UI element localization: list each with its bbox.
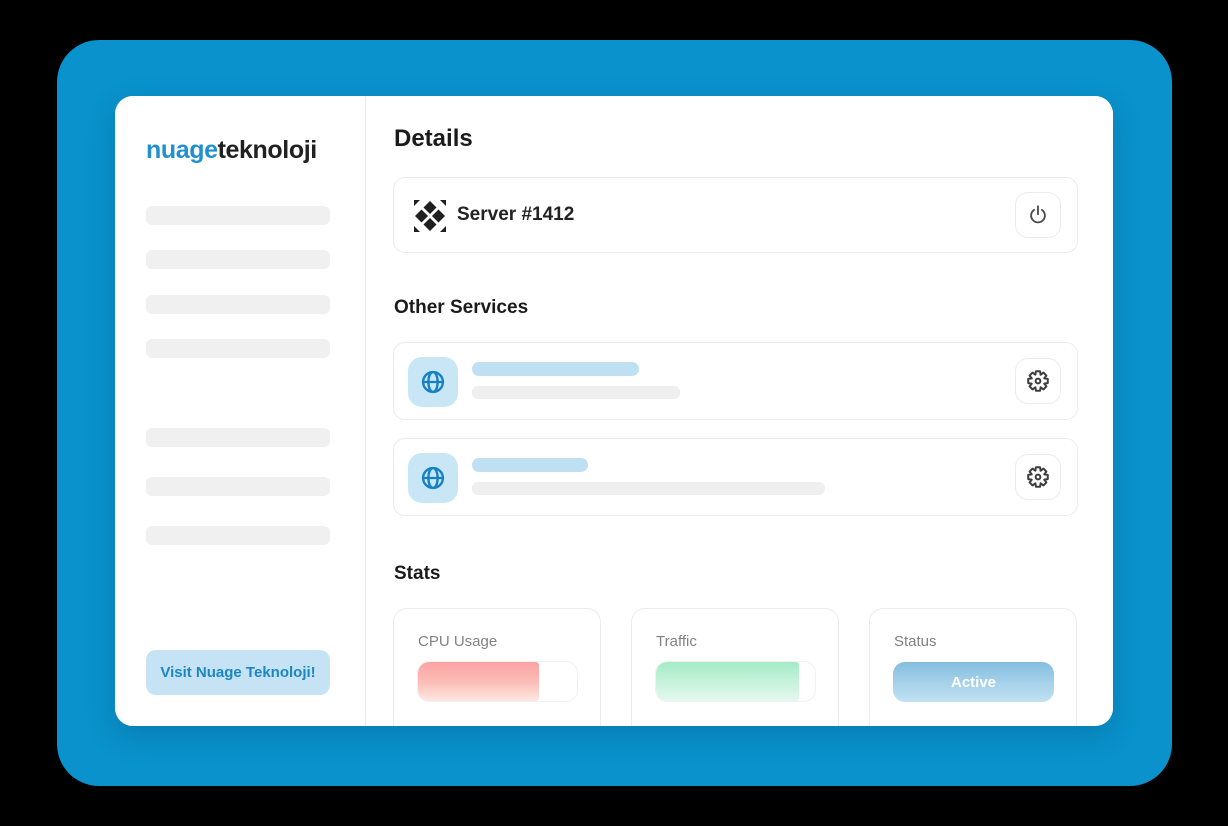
service-icon-box xyxy=(408,357,458,407)
stats-heading: Stats xyxy=(394,563,441,584)
logo-part-2: teknoloji xyxy=(217,136,318,164)
sidebar-skeleton-bar xyxy=(146,206,330,225)
stat-label: Traffic xyxy=(656,633,697,650)
traffic-fill xyxy=(656,662,800,701)
stats-row: CPU Usage Traffic Status Active xyxy=(393,608,1077,726)
cpu-usage-progressbar xyxy=(417,661,578,702)
service-settings-button[interactable] xyxy=(1015,454,1061,500)
app-window: nuageteknoloji Visit Nuage Teknoloji! De… xyxy=(57,40,1172,786)
service-settings-button[interactable] xyxy=(1015,358,1061,404)
stat-card-traffic: Traffic xyxy=(631,608,839,726)
cpu-usage-fill xyxy=(418,662,539,701)
gear-icon xyxy=(1026,465,1050,489)
globe-icon xyxy=(419,368,447,396)
gear-icon xyxy=(1026,369,1050,393)
service-subtitle-skeleton xyxy=(472,482,825,495)
sidebar-skeleton-bar xyxy=(146,295,330,314)
visit-site-button[interactable]: Visit Nuage Teknoloji! xyxy=(146,650,330,695)
power-icon xyxy=(1027,204,1049,226)
logo-part-1: nuage xyxy=(146,136,218,164)
server-card: Server #1412 xyxy=(393,177,1078,253)
sidebar-skeleton-bar xyxy=(146,428,330,447)
stat-label: CPU Usage xyxy=(418,633,498,650)
sidebar-skeleton-bar xyxy=(146,250,330,269)
sidebar-skeleton-bar xyxy=(146,526,330,545)
other-services-heading: Other Services xyxy=(394,297,529,318)
service-title-skeleton xyxy=(472,362,639,376)
details-heading: Details xyxy=(394,125,473,152)
service-card[interactable] xyxy=(393,438,1078,516)
sidebar: nuageteknoloji Visit Nuage Teknoloji! xyxy=(115,96,366,726)
status-badge: Active xyxy=(893,662,1054,702)
sidebar-skeleton-bar xyxy=(146,477,330,496)
power-button[interactable] xyxy=(1015,192,1061,238)
main-content: Details Server #1412 xyxy=(366,96,1113,726)
stat-card-cpu: CPU Usage xyxy=(393,608,601,726)
stat-label: Status xyxy=(894,633,937,650)
service-icon-box xyxy=(408,453,458,503)
globe-icon xyxy=(419,464,447,492)
service-card[interactable] xyxy=(393,342,1078,420)
logo: nuageteknoloji xyxy=(146,136,317,165)
dashboard-panel: nuageteknoloji Visit Nuage Teknoloji! De… xyxy=(115,96,1113,726)
sidebar-skeleton-bar xyxy=(146,339,330,358)
server-name: Server #1412 xyxy=(457,204,575,225)
service-title-skeleton xyxy=(472,458,588,472)
service-subtitle-skeleton xyxy=(472,386,680,399)
stat-card-status: Status Active xyxy=(869,608,1077,726)
diamond-pattern-icon xyxy=(414,200,446,232)
traffic-progressbar xyxy=(655,661,816,702)
